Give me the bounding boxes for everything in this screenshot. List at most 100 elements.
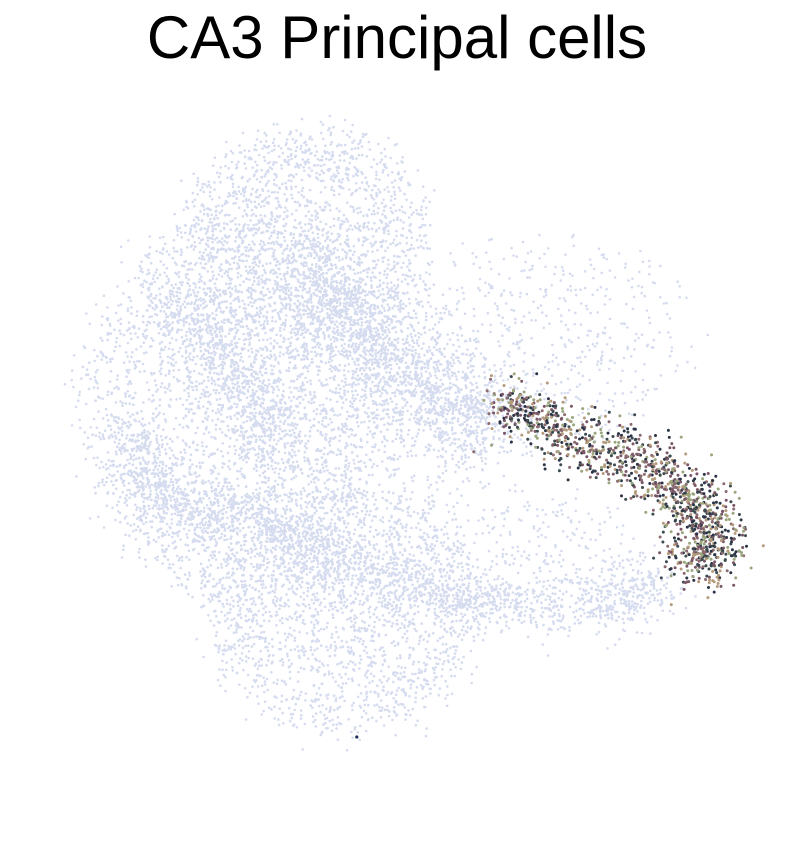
background-point bbox=[198, 241, 202, 245]
background-point bbox=[132, 324, 136, 328]
background-point bbox=[220, 367, 224, 370]
background-point bbox=[283, 277, 287, 281]
background-point bbox=[234, 313, 238, 316]
background-point bbox=[177, 275, 181, 279]
background-point bbox=[230, 509, 233, 512]
background-point bbox=[330, 140, 334, 144]
background-point bbox=[255, 223, 258, 226]
background-point bbox=[376, 389, 379, 393]
background-point bbox=[129, 423, 133, 427]
background-point bbox=[340, 676, 343, 679]
background-point bbox=[371, 235, 375, 238]
background-point bbox=[358, 466, 362, 470]
background-point bbox=[302, 336, 306, 339]
background-point bbox=[399, 310, 402, 313]
background-point bbox=[166, 282, 169, 285]
background-point bbox=[129, 332, 133, 335]
background-point bbox=[319, 524, 322, 528]
background-point bbox=[320, 169, 324, 172]
background-point bbox=[269, 217, 273, 221]
background-point bbox=[149, 299, 153, 303]
background-point bbox=[135, 517, 139, 521]
background-point bbox=[426, 262, 430, 265]
background-point bbox=[222, 652, 225, 656]
background-point bbox=[370, 212, 374, 216]
background-point bbox=[267, 426, 271, 430]
background-point bbox=[337, 193, 341, 196]
background-point bbox=[129, 415, 132, 418]
background-point bbox=[329, 398, 332, 401]
background-point bbox=[338, 159, 342, 162]
background-point bbox=[424, 196, 427, 199]
background-point bbox=[358, 654, 362, 658]
background-point bbox=[207, 208, 211, 211]
background-point bbox=[263, 305, 267, 308]
background-point bbox=[186, 424, 189, 428]
background-point bbox=[343, 220, 346, 224]
background-point bbox=[420, 239, 423, 242]
background-point bbox=[273, 595, 277, 598]
background-point bbox=[365, 132, 368, 136]
background-point bbox=[433, 611, 436, 614]
background-point bbox=[309, 280, 312, 283]
background-point bbox=[135, 310, 139, 313]
background-point bbox=[189, 375, 192, 379]
background-point bbox=[359, 210, 363, 214]
background-point bbox=[338, 154, 342, 157]
background-point bbox=[359, 271, 363, 274]
background-point bbox=[348, 478, 352, 481]
background-point bbox=[165, 250, 169, 253]
background-point bbox=[259, 563, 263, 566]
background-point bbox=[327, 128, 330, 132]
background-point bbox=[241, 252, 245, 256]
background-point bbox=[369, 193, 373, 197]
background-point bbox=[355, 367, 359, 371]
background-point bbox=[268, 444, 272, 448]
background-point bbox=[355, 421, 359, 424]
background-point bbox=[452, 541, 456, 545]
background-point bbox=[328, 204, 332, 207]
background-point bbox=[309, 480, 313, 484]
background-point bbox=[251, 297, 254, 300]
background-point bbox=[82, 345, 86, 348]
background-point bbox=[409, 222, 413, 226]
background-point bbox=[252, 467, 256, 471]
background-point bbox=[336, 448, 340, 451]
background-point bbox=[261, 189, 265, 192]
background-point bbox=[310, 466, 313, 470]
background-point bbox=[384, 222, 388, 225]
background-point bbox=[253, 555, 257, 558]
background-point bbox=[372, 198, 376, 201]
background-point bbox=[325, 232, 328, 235]
background-point bbox=[211, 257, 215, 261]
background-point bbox=[300, 580, 304, 584]
background-point bbox=[126, 309, 130, 313]
background-point bbox=[264, 279, 267, 283]
background-point bbox=[385, 361, 388, 364]
background-point bbox=[365, 377, 368, 380]
background-point bbox=[283, 570, 286, 573]
background-point bbox=[379, 394, 382, 398]
background-point bbox=[387, 190, 390, 193]
background-point bbox=[278, 262, 282, 266]
background-point bbox=[174, 416, 178, 420]
background-point bbox=[206, 214, 210, 218]
background-point bbox=[118, 427, 122, 431]
background-point bbox=[263, 174, 267, 178]
background-point bbox=[311, 361, 315, 364]
background-point bbox=[184, 441, 187, 445]
background-point bbox=[303, 520, 306, 524]
background-point bbox=[232, 314, 236, 318]
background-point bbox=[330, 531, 333, 534]
background-point bbox=[122, 333, 126, 337]
background-point bbox=[248, 343, 251, 347]
background-point bbox=[313, 395, 317, 399]
background-point bbox=[272, 574, 275, 577]
background-point bbox=[183, 475, 187, 478]
background-point bbox=[324, 409, 328, 413]
background-point bbox=[152, 429, 156, 433]
background-point bbox=[405, 242, 409, 245]
background-point bbox=[353, 488, 357, 491]
background-point bbox=[343, 118, 347, 122]
background-point bbox=[293, 155, 297, 158]
